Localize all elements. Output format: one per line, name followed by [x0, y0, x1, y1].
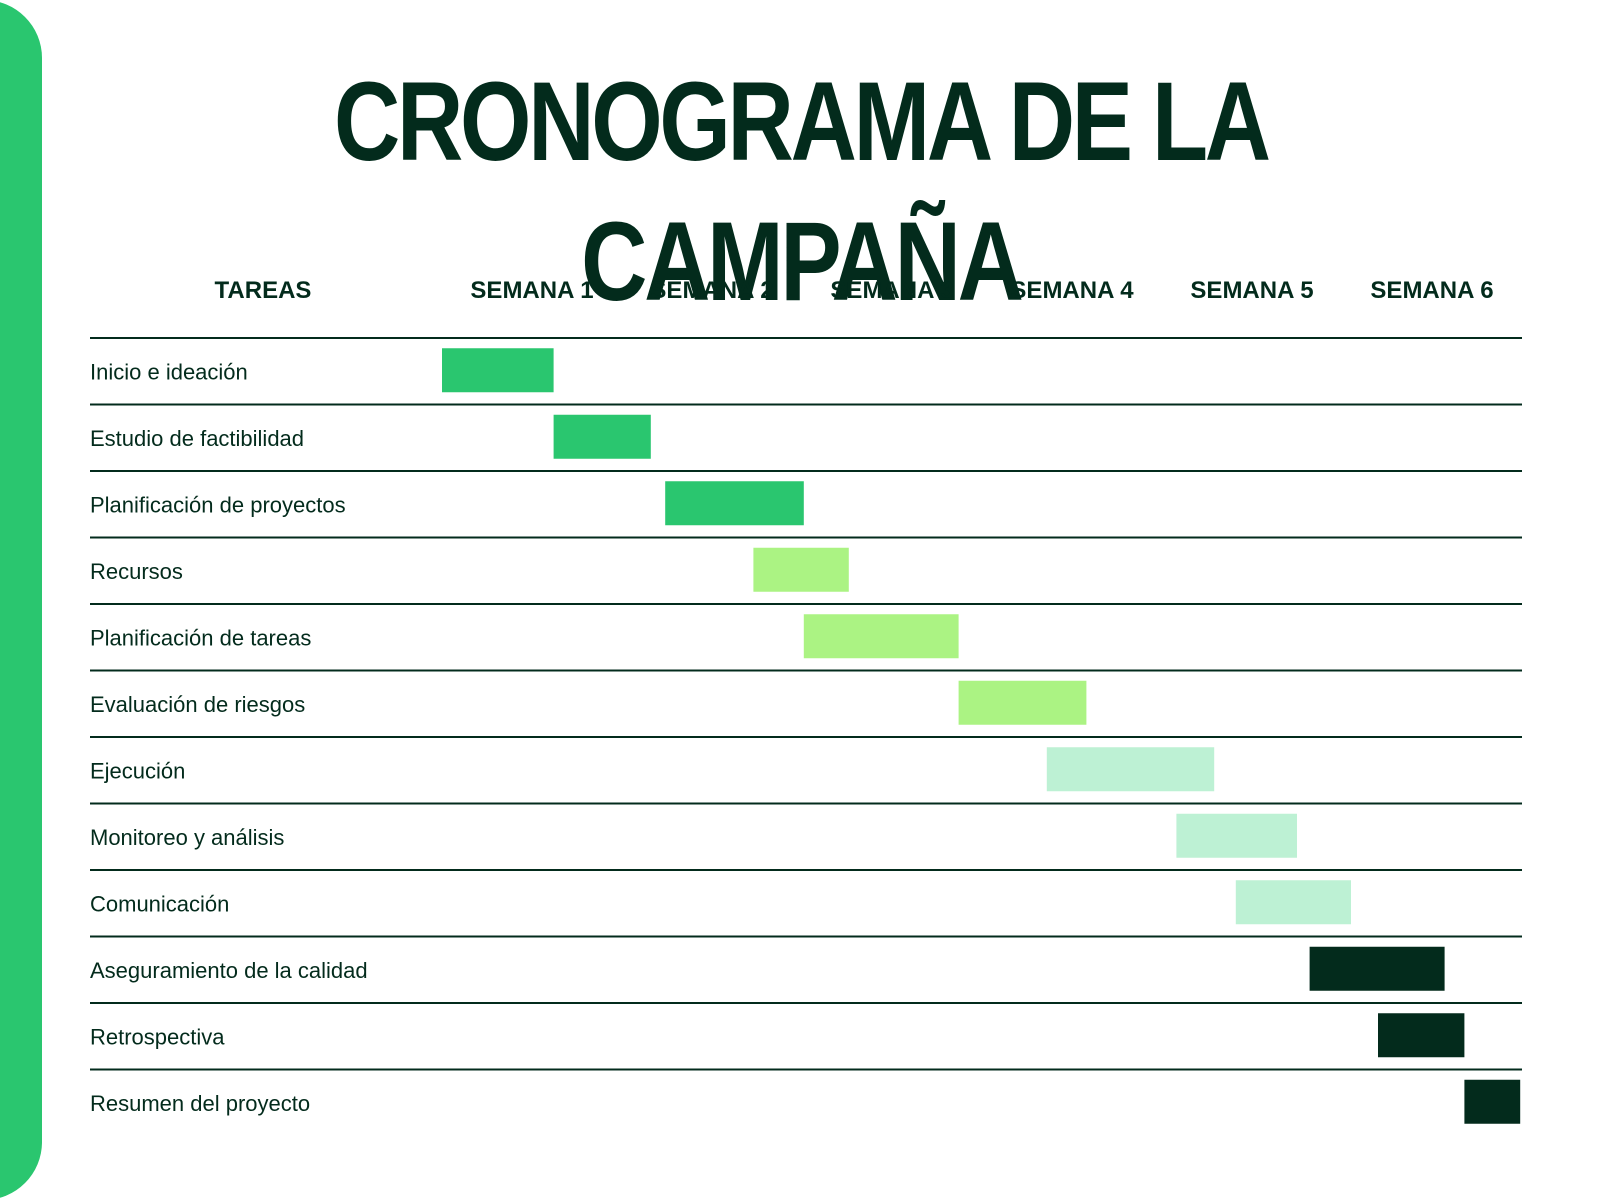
task-bar: [442, 348, 554, 393]
task-label: Recursos: [90, 559, 183, 584]
week-header: SEMANA 3: [830, 277, 953, 304]
task-label: Resumen del proyecto: [90, 1091, 310, 1116]
task-bar: [803, 614, 959, 659]
task-bar: [1046, 747, 1215, 792]
task-label: Estudio de factibilidad: [90, 426, 304, 451]
task-label: Aseguramiento de la calidad: [90, 958, 368, 983]
week-header: SEMANA 1: [470, 277, 593, 304]
task-bar: [1464, 1079, 1521, 1124]
task-label: Monitoreo y análisis: [90, 825, 284, 850]
task-bar: [753, 547, 849, 592]
week-header: SEMANA 4: [1010, 277, 1134, 304]
week-header: SEMANA 6: [1370, 277, 1493, 304]
task-label: Planificación de proyectos: [90, 492, 346, 517]
page-title: CRONOGRAMA DE LA CAMPAÑA: [333, 59, 1271, 324]
week-header: SEMANA 2: [650, 277, 773, 304]
tasks-column-header: TAREAS: [215, 277, 312, 304]
side-accent-band: [0, 0, 42, 1200]
task-label: Inicio e ideación: [90, 359, 248, 384]
task-bar: [665, 481, 804, 526]
task-bar: [1378, 1013, 1465, 1058]
task-bar: [553, 414, 651, 459]
task-label: Comunicación: [90, 891, 229, 916]
task-bar: [958, 680, 1087, 725]
task-bar: [1176, 813, 1297, 858]
task-label: Planificación de tareas: [90, 625, 311, 650]
week-header: SEMANA 5: [1190, 277, 1313, 304]
task-bar: [1309, 946, 1445, 991]
task-bar: [1235, 880, 1351, 925]
task-label: Evaluación de riesgos: [90, 692, 305, 717]
task-label: Retrospectiva: [90, 1024, 225, 1049]
task-label: Ejecución: [90, 758, 185, 783]
